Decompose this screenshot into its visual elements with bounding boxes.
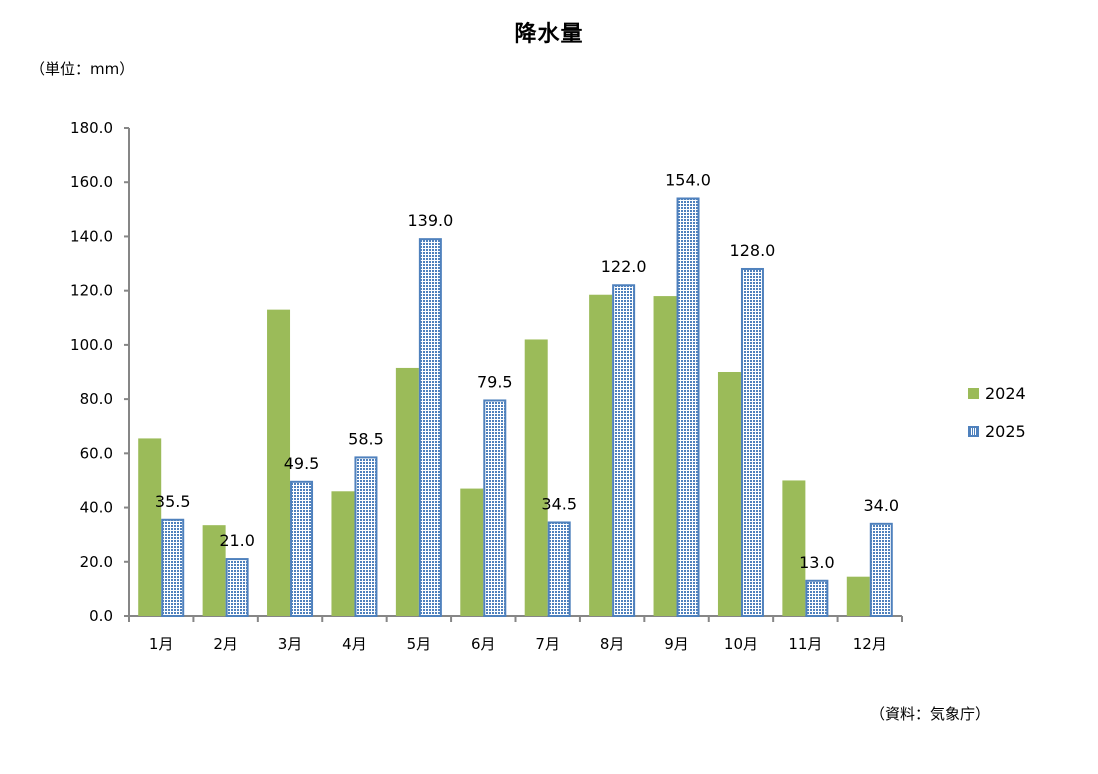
legend-item-2024: 2024 (968, 382, 1026, 404)
bar-2025 (290, 480, 314, 617)
bar-2025 (612, 284, 636, 617)
data-label-2025: 79.5 (477, 372, 513, 391)
data-label-2025: 128.0 (730, 241, 776, 260)
bar-2024 (782, 480, 806, 616)
y-tick-label: 100.0 (70, 336, 113, 354)
bar-2024 (267, 309, 291, 616)
y-tick-label: 140.0 (70, 227, 113, 245)
bar-2024 (460, 488, 484, 616)
data-label-2025: 13.0 (799, 553, 835, 572)
legend-swatch-2025-icon (968, 425, 979, 437)
data-label-2025: 154.0 (665, 170, 711, 189)
y-axis: 0.0 20.0 40.0 60.0 80.0 100.0 120.0 140.0 160.0 1… (70, 119, 130, 625)
y-tick-label: 20.0 (80, 553, 113, 571)
x-tick-label: 8月 (600, 635, 625, 653)
bar-2025 (161, 518, 185, 617)
legend-label-2025: 2025 (985, 421, 1026, 441)
y-tick-label: 120.0 (70, 282, 113, 300)
y-tick-label: 40.0 (80, 499, 113, 517)
source-label: （資料：気象庁） (870, 705, 991, 723)
data-label-2025: 58.5 (348, 429, 384, 448)
data-label-2025: 35.5 (155, 492, 191, 511)
bars (138, 197, 893, 618)
y-tick-label: 180.0 (70, 119, 113, 137)
legend-swatch-2024-icon (968, 387, 979, 399)
bar-2024 (331, 491, 355, 616)
bar-2025 (354, 456, 378, 617)
data-label-2025: 49.5 (284, 454, 320, 473)
bar-2025 (676, 197, 700, 617)
data-label-2025: 139.0 (407, 211, 453, 230)
bar-2025 (869, 522, 893, 617)
bar-2024 (202, 525, 226, 616)
x-tick-label: 1月 (149, 635, 174, 653)
data-label-2025: 21.0 (219, 531, 255, 550)
bar-2024 (653, 296, 677, 616)
y-tick-label: 80.0 (80, 390, 113, 408)
bar-2024 (395, 367, 419, 616)
x-tick-label: 6月 (471, 635, 496, 653)
x-tick-label: 11月 (788, 635, 822, 653)
unit-label: （単位：mm） (30, 60, 135, 78)
x-tick-label: 12月 (853, 635, 887, 653)
x-tick-label: 7月 (535, 635, 560, 653)
legend-label-2024: 2024 (985, 383, 1026, 403)
bar-2025 (547, 521, 571, 618)
bar-2024 (717, 372, 741, 616)
legend-item-2025: 2025 (968, 420, 1026, 442)
x-tick-label: 9月 (664, 635, 689, 653)
y-tick-label: 160.0 (70, 173, 113, 191)
bar-2024 (846, 576, 870, 616)
x-tick-label: 4月 (342, 635, 367, 653)
bar-2025 (225, 558, 249, 617)
bar-2025 (740, 267, 764, 617)
bar-2024 (589, 294, 613, 616)
data-label-2025: 34.5 (541, 494, 577, 513)
data-label-2025: 34.0 (863, 496, 899, 515)
bar-2025 (483, 399, 507, 618)
y-tick-label: 0.0 (89, 607, 113, 625)
legend: 2024 2025 (968, 382, 1026, 458)
bar-2025 (418, 238, 442, 617)
x-tick-label: 2月 (213, 635, 238, 653)
x-tick-label: 3月 (278, 635, 303, 653)
x-tick-label: 10月 (724, 635, 758, 653)
y-tick-label: 60.0 (80, 444, 113, 462)
x-tick-label: 5月 (407, 635, 432, 653)
bar-2024 (524, 339, 548, 616)
chart-title: 降水量 (514, 22, 584, 47)
bar-2025 (805, 579, 829, 617)
data-label-2025: 122.0 (601, 257, 647, 276)
data-labels: 35.5 21.0 49.5 58.5 139.0 79.5 34.5 122.0 154.0 1… (155, 170, 899, 571)
x-axis: 1月 2月 3月 4月 5月 6月 7月 8月 9月 10月 11月 12月 (128, 615, 903, 653)
bar-2024 (138, 438, 162, 616)
